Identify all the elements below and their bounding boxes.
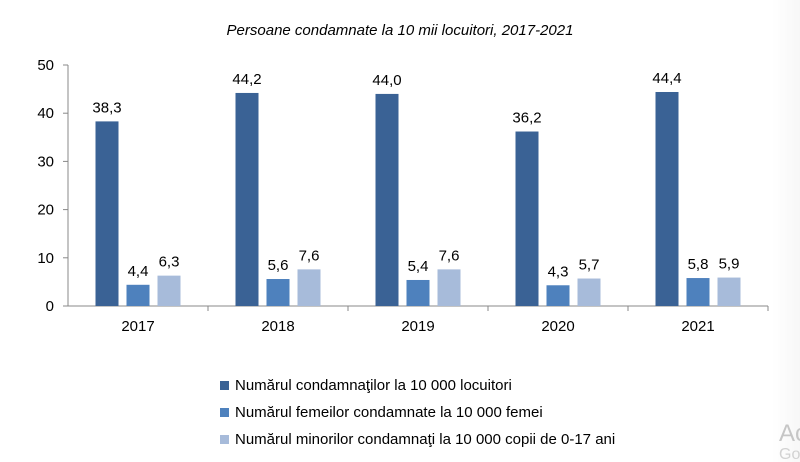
bar (266, 279, 290, 306)
bar (235, 92, 259, 307)
legend-item-condamnati: Numărul condamnaţilor la 10 000 locuitor… (220, 372, 615, 399)
data-label: 7,6 (439, 247, 460, 264)
y-tick-label: 0 (46, 298, 54, 315)
bar (515, 131, 539, 306)
x-tick-label: 2017 (121, 318, 154, 335)
x-tick-label: 2021 (681, 318, 714, 335)
bar (686, 278, 710, 306)
bar (157, 275, 181, 306)
bar (375, 93, 399, 306)
bar (297, 269, 321, 306)
data-label: 7,6 (299, 247, 320, 264)
bar (406, 279, 430, 306)
legend-swatch-minori (220, 435, 229, 444)
window-edge (772, 0, 800, 462)
chart-title: Persoane condamnate la 10 mii locuitori,… (226, 22, 574, 39)
data-label: 5,4 (408, 258, 429, 275)
x-tick-label: 2020 (541, 318, 574, 335)
data-label: 4,4 (128, 263, 149, 280)
chart-legend: Numărul condamnaţilor la 10 000 locuitor… (220, 372, 615, 453)
y-tick-label: 20 (37, 202, 54, 219)
legend-item-femei: Numărul femeilor condamnate la 10 000 fe… (220, 399, 615, 426)
data-label: 38,3 (92, 99, 121, 116)
legend-item-minori: Numărul minorilor condamnaţi la 10 000 c… (220, 426, 615, 453)
y-tick-label: 10 (37, 250, 54, 267)
data-label: 4,3 (548, 263, 569, 280)
activation-watermark-subtext: Go (779, 448, 800, 462)
data-label: 6,3 (159, 254, 180, 271)
x-tick-label: 2018 (261, 318, 294, 335)
bar (95, 121, 119, 306)
data-label: 44,2 (232, 71, 261, 88)
data-label: 5,8 (688, 256, 709, 273)
bar (126, 284, 150, 306)
data-label: 5,6 (268, 257, 289, 274)
bar (546, 285, 570, 306)
data-label: 44,4 (652, 70, 681, 87)
bar (437, 269, 461, 306)
activation-watermark: Ac (779, 420, 800, 447)
y-tick-label: 30 (37, 153, 54, 170)
bar (717, 277, 741, 306)
data-label: 5,7 (579, 257, 600, 274)
bar (577, 278, 601, 306)
legend-swatch-femei (220, 408, 229, 417)
data-label: 36,2 (512, 110, 541, 127)
x-tick-label: 2019 (401, 318, 434, 335)
y-tick-label: 50 (37, 57, 54, 74)
data-label: 44,0 (372, 72, 401, 89)
legend-label-femei: Numărul femeilor condamnate la 10 000 fe… (235, 404, 543, 421)
legend-swatch-condamnati (220, 381, 229, 390)
bar (655, 91, 679, 306)
legend-label-condamnati: Numărul condamnaţilor la 10 000 locuitor… (235, 377, 512, 394)
y-tick-label: 40 (37, 105, 54, 122)
legend-label-minori: Numărul minorilor condamnaţi la 10 000 c… (235, 431, 616, 448)
data-label: 5,9 (719, 256, 740, 273)
